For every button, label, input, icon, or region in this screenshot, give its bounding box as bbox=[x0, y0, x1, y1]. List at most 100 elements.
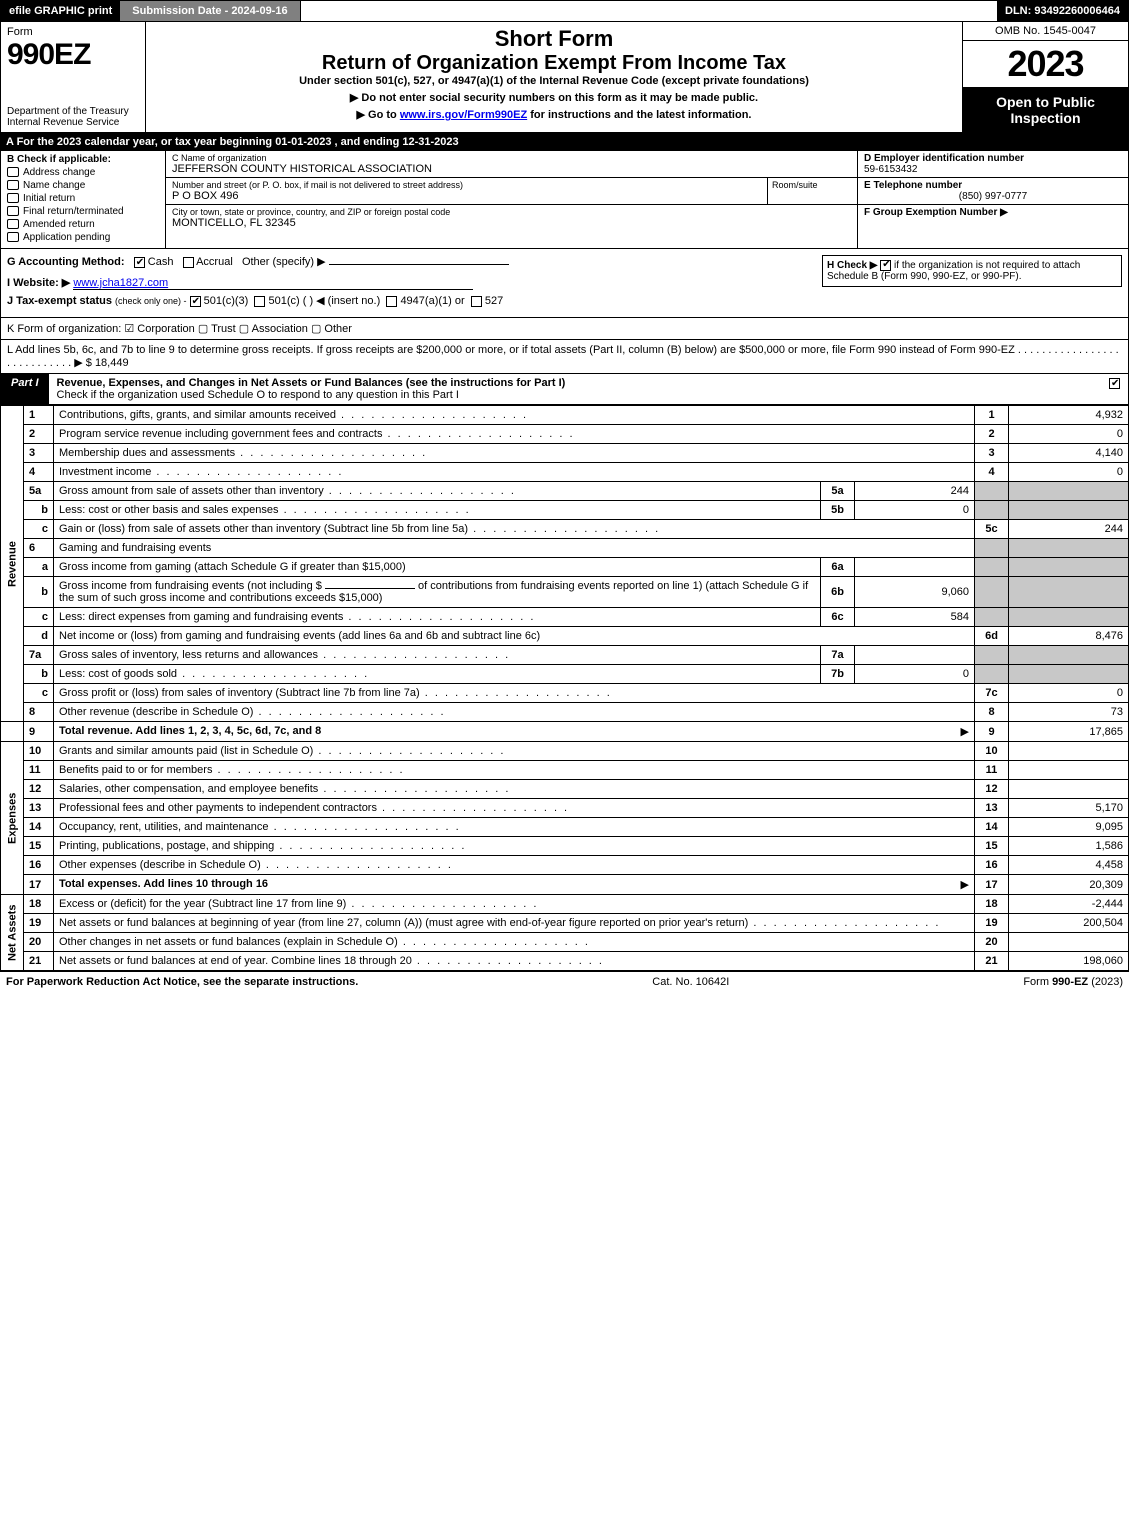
footer-right: Form 990-EZ (2023) bbox=[1023, 976, 1123, 988]
line-k: K Form of organization: ☑ Corporation ▢ … bbox=[0, 318, 1129, 340]
city-value: MONTICELLO, FL 32345 bbox=[172, 217, 851, 229]
line-boxnum: 16 bbox=[975, 856, 1009, 875]
line-desc: Occupancy, rent, utilities, and maintena… bbox=[54, 818, 975, 837]
checkbox-501c[interactable] bbox=[254, 296, 265, 307]
desc-part1: Gross income from fundraising events (no… bbox=[59, 580, 322, 592]
line-num: 17 bbox=[24, 875, 54, 895]
line-boxnum: 11 bbox=[975, 761, 1009, 780]
line-num: c bbox=[24, 520, 54, 539]
line-num: b bbox=[24, 577, 54, 608]
footer-center: Cat. No. 10642I bbox=[652, 976, 729, 988]
checkbox-initial-return[interactable] bbox=[7, 193, 19, 203]
part-tab: Part I bbox=[1, 374, 49, 404]
checkbox-address-change[interactable] bbox=[7, 167, 19, 177]
ein-label: D Employer identification number bbox=[864, 153, 1024, 164]
total-expenses-text: Total expenses. Add lines 10 through 16 bbox=[59, 878, 268, 890]
tax-year: 2023 bbox=[963, 41, 1128, 88]
line-desc: Printing, publications, postage, and shi… bbox=[54, 837, 975, 856]
grey-cell bbox=[1009, 482, 1129, 501]
inner-label: 7b bbox=[821, 665, 855, 684]
efile-label[interactable]: efile GRAPHIC print bbox=[1, 1, 120, 21]
grey-cell bbox=[1009, 577, 1129, 608]
grey-cell bbox=[975, 608, 1009, 627]
line-num: 5a bbox=[24, 482, 54, 501]
submission-date: Submission Date - 2024-09-16 bbox=[120, 1, 300, 21]
line-desc: Gross income from gaming (attach Schedul… bbox=[54, 558, 821, 577]
checkbox-h[interactable] bbox=[880, 260, 891, 271]
line-num: 11 bbox=[24, 761, 54, 780]
line-amount: 198,060 bbox=[1009, 952, 1129, 971]
open-to-public: Open to Public Inspection bbox=[963, 88, 1128, 132]
line-amount: 0 bbox=[1009, 684, 1129, 703]
line-amount: 4,932 bbox=[1009, 406, 1129, 425]
form-number: 990EZ bbox=[7, 38, 139, 72]
line-num: 14 bbox=[24, 818, 54, 837]
checkbox-app-pending[interactable] bbox=[7, 232, 19, 242]
line-num: 13 bbox=[24, 799, 54, 818]
checkbox-schedule-o[interactable] bbox=[1109, 378, 1120, 389]
section-ghij: G Accounting Method: Cash Accrual Other … bbox=[0, 249, 1129, 318]
line-num: 4 bbox=[24, 463, 54, 482]
return-of-title: Return of Organization Exempt From Incom… bbox=[150, 52, 958, 75]
line-amount: 4,140 bbox=[1009, 444, 1129, 463]
line-boxnum: 6d bbox=[975, 627, 1009, 646]
line-desc: Excess or (deficit) for the year (Subtra… bbox=[54, 895, 975, 914]
line-desc: Net assets or fund balances at end of ye… bbox=[54, 952, 975, 971]
inner-label: 7a bbox=[821, 646, 855, 665]
line-num: b bbox=[24, 665, 54, 684]
checkbox-501c3[interactable] bbox=[190, 296, 201, 307]
org-name: JEFFERSON COUNTY HISTORICAL ASSOCIATION bbox=[172, 163, 851, 175]
line-boxnum: 19 bbox=[975, 914, 1009, 933]
cb-label: Initial return bbox=[23, 193, 75, 204]
line-num: 10 bbox=[24, 742, 54, 761]
line-desc: Less: cost of goods sold bbox=[54, 665, 821, 684]
line-boxnum: 14 bbox=[975, 818, 1009, 837]
line-num: 3 bbox=[24, 444, 54, 463]
part-subtitle: Check if the organization used Schedule … bbox=[57, 389, 459, 401]
checkbox-amended[interactable] bbox=[7, 219, 19, 229]
line-l-amount: 18,449 bbox=[95, 357, 129, 369]
page-footer: For Paperwork Reduction Act Notice, see … bbox=[0, 971, 1129, 992]
checkbox-527[interactable] bbox=[471, 296, 482, 307]
checkbox-4947[interactable] bbox=[386, 296, 397, 307]
line-desc: Other revenue (describe in Schedule O) bbox=[54, 703, 975, 722]
line-num: 2 bbox=[24, 425, 54, 444]
line-desc: Gross income from fundraising events (no… bbox=[54, 577, 821, 608]
inner-label: 6a bbox=[821, 558, 855, 577]
checkbox-cash[interactable] bbox=[134, 257, 145, 268]
line-boxnum: 18 bbox=[975, 895, 1009, 914]
g-cash: Cash bbox=[148, 256, 174, 268]
grey-cell bbox=[1009, 501, 1129, 520]
goto-link[interactable]: www.irs.gov/Form990EZ bbox=[400, 109, 527, 121]
goto-line: ▶ Go to www.irs.gov/Form990EZ for instru… bbox=[150, 108, 958, 121]
city-label: City or town, state or province, country… bbox=[172, 207, 851, 217]
website-link[interactable]: www.jcha1827.com bbox=[73, 277, 473, 290]
footer-suffix: (2023) bbox=[1088, 976, 1123, 988]
omb-number: OMB No. 1545-0047 bbox=[963, 22, 1128, 41]
inner-label: 5a bbox=[821, 482, 855, 501]
cb-label: Application pending bbox=[23, 232, 110, 243]
line-num: 15 bbox=[24, 837, 54, 856]
line-boxnum: 15 bbox=[975, 837, 1009, 856]
line-desc: Gaming and fundraising events bbox=[54, 539, 975, 558]
j-small: (check only one) - bbox=[115, 296, 187, 306]
room-label: Room/suite bbox=[772, 180, 857, 190]
footer-prefix: Form bbox=[1023, 976, 1052, 988]
line-desc: Salaries, other compensation, and employ… bbox=[54, 780, 975, 799]
line-amount: 20,309 bbox=[1009, 875, 1129, 895]
line-num: 21 bbox=[24, 952, 54, 971]
checkbox-accrual[interactable] bbox=[183, 257, 194, 268]
line-boxnum: 4 bbox=[975, 463, 1009, 482]
checkbox-final-return[interactable] bbox=[7, 206, 19, 216]
inner-amount: 244 bbox=[855, 482, 975, 501]
j-prefix: J Tax-exempt status bbox=[7, 295, 112, 307]
checkbox-name-change[interactable] bbox=[7, 180, 19, 190]
inner-amount: 0 bbox=[855, 501, 975, 520]
netassets-sidebar: Net Assets bbox=[1, 895, 24, 971]
ein-value: 59-6153432 bbox=[864, 164, 917, 175]
top-bar: efile GRAPHIC print Submission Date - 20… bbox=[0, 0, 1129, 22]
g-accrual: Accrual bbox=[196, 256, 233, 268]
line-boxnum: 10 bbox=[975, 742, 1009, 761]
part-1-table: Revenue 1 Contributions, gifts, grants, … bbox=[0, 405, 1129, 971]
sidebar-spacer bbox=[1, 722, 24, 742]
